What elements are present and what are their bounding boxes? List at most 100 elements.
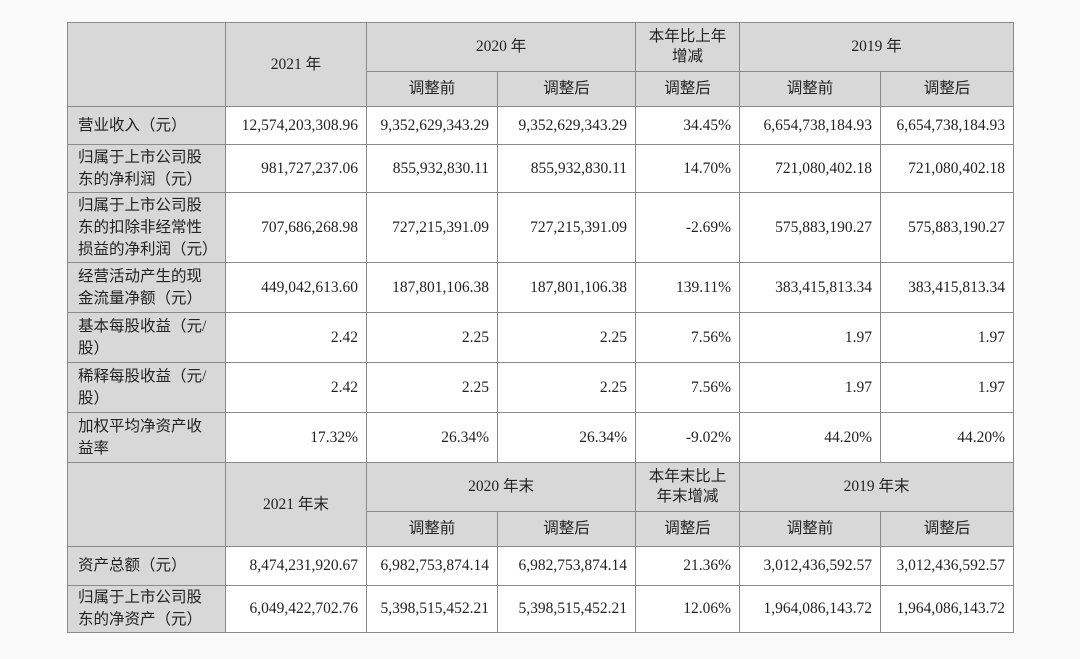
value-text: 14.70%	[683, 159, 732, 177]
subheader-text: 调整前	[408, 80, 456, 97]
value-cell: 6,654,738,184.93	[739, 106, 882, 145]
value-text: 575,883,190.27	[908, 218, 1006, 236]
value-cell: 1,964,086,143.72	[880, 585, 1015, 633]
label-text: 基本每股收益（元/	[78, 317, 207, 335]
value-cell: 14.70%	[635, 144, 741, 193]
value-cell: 139.11%	[635, 262, 741, 313]
label-text: 加权平均净资产收	[78, 417, 203, 435]
subheader-row: 调整前 调整后 调整后 调整前 调整后	[68, 71, 1015, 107]
value-cell: 449,042,613.60	[225, 262, 367, 313]
value-cell: 1.97	[739, 362, 882, 413]
subheader-text: 调整后	[543, 520, 590, 537]
value-text: 855,932,830.11	[530, 159, 628, 177]
value-cell: 1.97	[739, 312, 882, 363]
row-label: 归属于上市公司股 东的净利润（元）	[67, 144, 226, 193]
value-text: 383,415,813.34	[908, 278, 1006, 296]
value-cell: 3,012,436,592.57	[880, 546, 1015, 586]
value-cell: 9,352,629,343.29	[366, 106, 498, 145]
subheader-row: 调整前 调整后 调整后 调整前 调整后	[68, 511, 1015, 547]
value-text: 2.25	[461, 378, 489, 396]
value-text: 6,982,753,874.14	[518, 557, 628, 574]
label-text: 归属于上市公司股	[78, 196, 203, 214]
value-cell: 7.56%	[635, 362, 741, 413]
value-cell: 383,415,813.34	[880, 262, 1015, 313]
value-cell: 7.56%	[635, 312, 741, 363]
value-text: 26.34%	[441, 428, 489, 446]
subheader-cell: 调整前	[739, 71, 882, 107]
value-text: 5,398,515,452.21	[380, 600, 490, 617]
row-label: 营业收入（元）	[67, 106, 226, 145]
header-cell: 2020 年	[365, 22, 637, 72]
value-text: 721,080,402.18	[775, 159, 873, 177]
value-text: 1.97	[977, 328, 1006, 346]
header-text: 年末增减	[656, 488, 719, 505]
subheader-cell: 调整后	[635, 511, 741, 547]
subheader-text: 调整前	[786, 520, 834, 537]
header-row: 2021 年 2020 年 本年比上年 增减 2019 年	[67, 22, 1015, 107]
subheader-text: 调整后	[664, 80, 711, 97]
value-cell: 981,727,237.06	[225, 144, 367, 193]
value-text: 727,215,391.09	[392, 218, 489, 236]
header-cell: 2019 年	[739, 22, 1015, 72]
value-text: 2.42	[330, 378, 358, 396]
row-label: 资产总额（元）	[67, 546, 226, 586]
label-text: 稀释每股收益（元/	[78, 367, 207, 385]
header-text: 2020 年	[475, 38, 527, 55]
value-cell: 187,801,106.38	[366, 262, 498, 313]
value-text: 17.32%	[310, 428, 358, 446]
value-text: 721,080,402.18	[908, 159, 1006, 177]
value-cell: 721,080,402.18	[739, 144, 882, 193]
value-cell: 2.42	[225, 362, 367, 413]
subheader-cell: 调整前	[366, 511, 498, 547]
value-cell: 26.34%	[496, 412, 637, 463]
subheader-cell: 调整前	[739, 511, 882, 547]
table-body: 2021 年 2020 年本年比上年 增减 2019 年调整前 调整后 调整后 调整前 调整后…	[67, 22, 1015, 633]
value-text: 9,352,629,343.29	[380, 116, 490, 134]
subheader-cell: 调整后	[880, 511, 1015, 547]
header-cell: 本年比上年 增减	[635, 22, 741, 72]
value-text: 707,686,268.98	[261, 218, 358, 236]
label-text: 资产总额（元）	[78, 557, 187, 574]
header-text: 2019 年	[851, 38, 902, 55]
value-text: 7.56%	[690, 328, 732, 346]
value-text: -2.69%	[685, 218, 732, 236]
value-cell: 2.25	[366, 312, 498, 363]
value-text: 5,398,515,452.21	[518, 600, 628, 617]
value-cell: 383,415,813.34	[739, 262, 882, 313]
value-cell: 855,932,830.11	[496, 144, 637, 193]
data-row: 营业收入（元） 12,574,203,308.96 9,352,629,343.29…	[67, 106, 1015, 145]
value-text: 575,883,190.27	[775, 218, 873, 236]
header-cell: 2020 年末	[365, 462, 637, 512]
value-text: 6,049,422,702.76	[249, 600, 359, 617]
value-text: 2.25	[461, 328, 489, 346]
subheader-cell: 调整后	[635, 71, 741, 107]
value-cell: 1.97	[880, 362, 1015, 413]
value-text: 449,042,613.60	[261, 278, 358, 296]
value-text: 26.34%	[579, 428, 628, 446]
row-label: 加权平均净资产收 益率	[67, 412, 226, 463]
row-label: 归属于上市公司股 东的扣除非经常性 损益的净利润（元）	[67, 192, 226, 263]
value-text: 383,415,813.34	[775, 278, 873, 296]
value-cell: 5,398,515,452.21	[496, 585, 637, 633]
value-text: 187,801,106.38	[530, 278, 628, 296]
header-text: 本年末比上	[648, 468, 727, 485]
value-cell: 721,080,402.18	[880, 144, 1015, 193]
header-text: 2019 年末	[843, 478, 910, 495]
header-text: 2021 年末	[263, 495, 329, 513]
subheader-text: 调整后	[923, 80, 971, 97]
value-text: 3,012,436,592.57	[763, 557, 873, 574]
label-text: 益率	[78, 439, 110, 457]
value-cell: 855,932,830.11	[366, 144, 498, 193]
header-text: 增减	[672, 48, 704, 65]
value-text: 2.25	[599, 378, 628, 396]
label-text: 金流量净额（元）	[78, 289, 203, 307]
value-text: 187,801,106.38	[392, 278, 489, 296]
value-text: 1.97	[977, 378, 1006, 396]
value-cell: 3,012,436,592.57	[739, 546, 882, 586]
value-text: 7.56%	[690, 378, 732, 396]
header-text: 2020 年末	[468, 478, 534, 495]
value-text: 1,964,086,143.72	[896, 600, 1006, 617]
value-cell: 2.25	[366, 362, 498, 413]
value-cell: 34.45%	[635, 106, 741, 145]
label-text: 东的净利润（元）	[78, 170, 203, 188]
